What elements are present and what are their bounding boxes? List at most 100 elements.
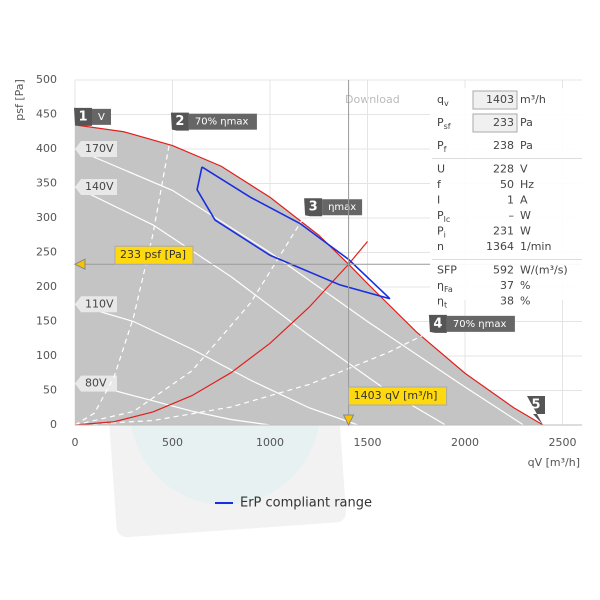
panel-value: 37 <box>500 279 514 292</box>
panel-label: U <box>437 163 445 176</box>
x-tick-label: 2500 <box>549 436 577 449</box>
operating-y-label: 233 psf [Pa] <box>120 248 186 261</box>
panel-subscript: Fa <box>444 285 453 294</box>
panel-unit: V <box>520 163 528 176</box>
x-tick-label: 2000 <box>451 436 479 449</box>
y-tick-label: 50 <box>43 384 57 397</box>
panel-symbol: η <box>437 279 444 292</box>
x-label-bg <box>348 386 448 406</box>
annotation-marker <box>428 314 447 333</box>
panel-label: Pi <box>437 225 446 240</box>
panel-subscript: lc <box>444 215 451 224</box>
legend-label: ErP compliant range <box>240 496 372 511</box>
annotation-text: V <box>98 112 105 123</box>
annotation-text: 70% ηmax <box>453 319 507 330</box>
panel-value: 1 <box>507 194 514 207</box>
x-tick-label: 1000 <box>256 436 284 449</box>
panel-unit: W <box>520 225 531 238</box>
panel-symbol: P <box>437 209 444 222</box>
panel-subscript: t <box>444 300 447 309</box>
panel-symbol: f <box>437 178 442 191</box>
panel-symbol: P <box>437 116 444 129</box>
series-line <box>74 303 358 426</box>
y-tick-label: 200 <box>36 280 57 293</box>
annotation-number: 1 <box>78 109 87 124</box>
panel-symbol: P <box>437 139 444 152</box>
series-line <box>196 166 391 300</box>
panel-label: I <box>437 194 440 207</box>
y-tick-label: 250 <box>36 246 57 259</box>
panel-label: Pf <box>437 139 447 154</box>
x-tick-label: 0 <box>72 436 79 449</box>
series-line <box>74 129 173 426</box>
panel-label: ηFa <box>437 279 453 294</box>
panel-unit: % <box>520 279 530 292</box>
panel-symbol: SFP <box>437 264 457 277</box>
panel-input[interactable] <box>472 113 518 133</box>
download-button[interactable]: Download <box>345 93 400 106</box>
series-label-bg <box>75 296 117 313</box>
x-tick-label: 1500 <box>354 436 382 449</box>
y-axis-label: psf [Pa] <box>13 79 26 121</box>
panel-unit: Hz <box>520 178 534 191</box>
panel-value: 231 <box>493 225 514 238</box>
panel-value: 50 <box>500 178 514 191</box>
annotation-number: 3 <box>309 200 318 215</box>
panel-label: Psf <box>437 116 451 131</box>
panel-symbol: q <box>437 93 444 106</box>
x-pointer <box>342 414 355 427</box>
series-line <box>74 124 544 426</box>
series-line <box>74 148 524 426</box>
panel-subscript: i <box>444 230 446 239</box>
panel-unit: W/(m³/s) <box>520 264 568 277</box>
y-tick-label: 0 <box>50 418 57 431</box>
series-label: 80V <box>85 377 107 390</box>
panel-unit: m³/h <box>520 93 546 106</box>
panel-label: qv <box>437 93 449 108</box>
y-tick-label: 400 <box>36 142 57 155</box>
annotation-text: 70% ηmax <box>195 117 249 128</box>
annotation-bg <box>188 113 257 130</box>
annotation-number: 2 <box>175 114 184 129</box>
annotation-marker <box>527 396 545 425</box>
panel-label: ηt <box>437 295 447 310</box>
panel-value: 592 <box>493 264 514 277</box>
y-tick-label: 300 <box>36 211 57 224</box>
annotation-bg <box>92 108 111 125</box>
panel-symbol: η <box>437 295 444 308</box>
series-label: 170V <box>85 142 114 155</box>
series-line <box>74 214 306 426</box>
series-label: 110V <box>85 297 114 310</box>
series-line <box>74 241 368 426</box>
series-label-bg <box>75 178 117 195</box>
annotation-bg <box>446 315 515 332</box>
y-tick-label: 150 <box>36 315 57 328</box>
series-label: 140V <box>85 180 114 193</box>
panel-subscript: v <box>444 99 449 108</box>
panel-value: 38 <box>500 295 514 308</box>
panel-value: 1403 <box>486 93 514 106</box>
x-axis-label: qV [m³/h] <box>528 456 580 469</box>
panel-label: SFP <box>437 264 457 277</box>
panel-subscript: sf <box>444 122 451 131</box>
y-tick-label: 450 <box>36 108 57 121</box>
panel-value: 233 <box>493 116 514 129</box>
panel-value: – <box>509 209 515 222</box>
y-tick-label: 350 <box>36 177 57 190</box>
panel-symbol: n <box>437 240 444 253</box>
panel-input[interactable] <box>472 90 518 110</box>
area-fill <box>75 124 543 425</box>
panel-label: n <box>437 240 444 253</box>
panel-unit: Pa <box>520 139 533 152</box>
panel-subscript: f <box>444 145 447 154</box>
panel-symbol: P <box>437 225 444 238</box>
series-label-bg <box>75 375 117 392</box>
panel-unit: W <box>520 209 531 222</box>
y-tick-label: 100 <box>36 349 57 362</box>
panel-label: f <box>437 178 442 191</box>
annotation-text: ηmax <box>328 202 356 213</box>
series-label-bg <box>75 141 117 157</box>
annotation-marker <box>170 112 189 131</box>
annotation-number: 4 <box>433 316 442 331</box>
